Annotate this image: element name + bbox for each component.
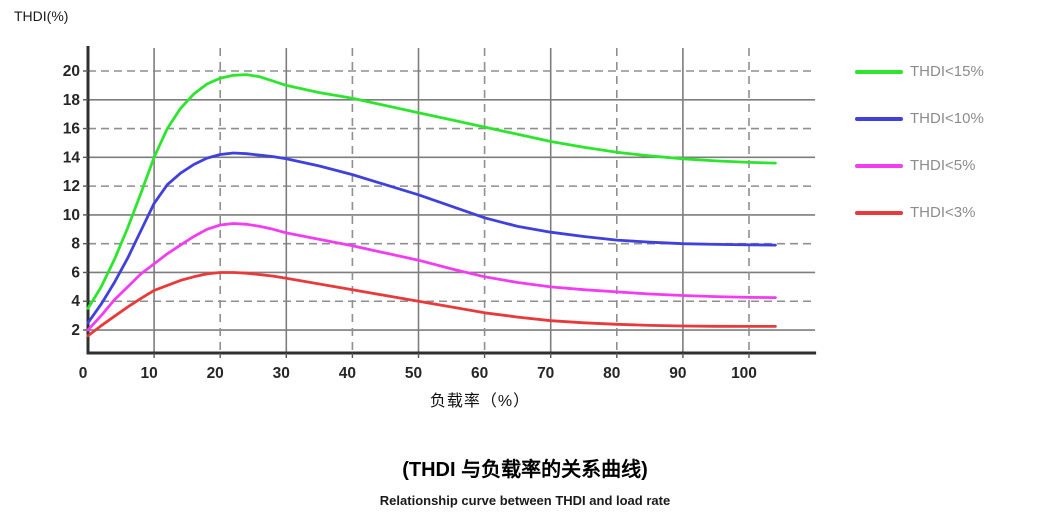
x-tick-label: 100 (731, 365, 757, 382)
legend-item-thdi-5: THDI<5% (855, 155, 984, 176)
y-tick-label: 12 (63, 178, 80, 195)
x-tick-label: 70 (537, 365, 554, 382)
plot-canvas: 2 4 6 8 10 12 14 16 18 20 0 10 20 30 40 50 60 70 80 90 100 (63, 46, 817, 382)
x-tick-label: 10 (140, 365, 157, 382)
legend-line-blue-icon (855, 116, 903, 121)
y-tick-label: 10 (63, 207, 80, 224)
legend-label: THDI<3% (910, 204, 976, 221)
legend-item-thdi-10: THDI<10% (855, 108, 984, 129)
legend-item-thdi-15: THDI<15% (855, 61, 984, 82)
x-tick-label: 50 (405, 365, 422, 382)
caption-chinese: (THDI 与负载率的关系曲线) (402, 459, 648, 481)
x-tick-label: 80 (603, 365, 620, 382)
legend-line-red-icon (855, 210, 903, 215)
y-tick-label: 4 (71, 293, 80, 310)
y-tick-label: 8 (71, 236, 80, 253)
y-tick-label: 16 (63, 121, 81, 138)
legend-label: THDI<15% (910, 63, 984, 80)
curve-thdi15 (86, 73, 777, 310)
x-tick-label: 90 (669, 365, 686, 382)
figure-caption: (THDI 与负载率的关系曲线) Relationship curve betw… (0, 453, 1050, 508)
y-tick-label: 18 (63, 92, 81, 109)
x-tick-label: 0 (79, 365, 88, 382)
legend-line-green-icon (855, 69, 903, 74)
caption-english: Relationship curve between THDI and load… (379, 493, 671, 508)
y-tick-label: 14 (63, 149, 81, 166)
thdi-load-chart: 2 4 6 8 10 12 14 16 18 20 0 10 20 30 40 50 60 70 80 90 100 T… (14, 8, 984, 410)
x-axis-title: 负载率（%） (429, 393, 531, 410)
y-tick-label: 20 (63, 63, 80, 80)
x-tick-label: 60 (471, 365, 488, 382)
legend-item-thdi-3: THDI<3% (855, 202, 984, 223)
legend-label: THDI<10% (910, 110, 984, 127)
x-tick-label: 40 (339, 365, 356, 382)
x-tick-label: 20 (207, 365, 224, 382)
y-axis-title: THDI(%) (14, 8, 69, 24)
legend-line-magenta-icon (855, 163, 903, 168)
curve-thdi5 (86, 222, 777, 332)
curve-thdi10 (86, 151, 777, 325)
y-tick-label: 6 (71, 264, 80, 281)
x-tick-label: 30 (273, 365, 290, 382)
chart-legend: THDI<15% THDI<10% THDI<5% THDI<3% (855, 61, 984, 249)
curve-thdi3 (86, 271, 777, 338)
y-tick-label: 2 (71, 322, 80, 339)
legend-label: THDI<5% (910, 157, 976, 174)
